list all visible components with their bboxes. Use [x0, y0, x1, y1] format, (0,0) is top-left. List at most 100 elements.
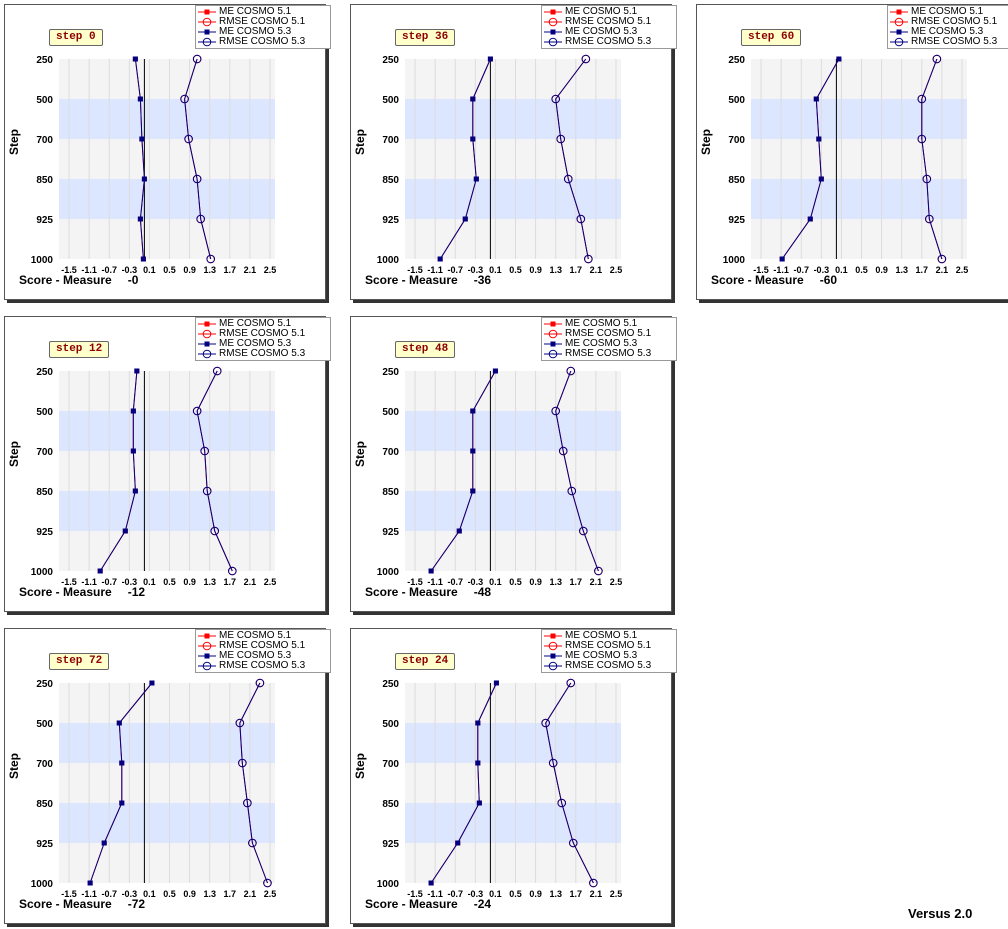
step-label: step 24: [395, 653, 456, 670]
y-tick-label: 850: [36, 799, 53, 810]
legend-marker-icon: [198, 349, 216, 359]
chart-svg: 250 500 700 850 925 1000 -1.5 -1.1 -0.7 -0.3 0.1 0.…: [377, 366, 622, 587]
x-tick-label: 2.1: [936, 265, 949, 275]
chart-panel: 250 500 700 850 925 1000 -1.5 -1.1 -0.7 -0.3 0.1 0.…: [350, 628, 677, 924]
x-tick-label: 1.3: [203, 577, 216, 587]
x-tick-label: -0.3: [468, 265, 484, 275]
y-tick-label: 925: [382, 839, 399, 850]
legend-label: RMSE COSMO 5.1: [565, 16, 652, 27]
x-tick-label: 0.5: [509, 265, 522, 275]
legend-symbol: [896, 29, 902, 35]
y-tick-label: 250: [382, 367, 399, 378]
legend-marker-icon: [544, 37, 562, 47]
x-axis-label: Score - Measure -12: [19, 585, 145, 599]
legend-symbol: [550, 321, 556, 327]
plot-background: [405, 59, 621, 259]
chart-panel: 250 500 700 850 925 1000 -1.5 -1.1 -0.7 -0.3 0.1 0.…: [696, 4, 1008, 300]
legend-item: ME COSMO 5.1: [544, 319, 674, 329]
data-point: [541, 718, 550, 728]
legend-marker-icon: [544, 17, 562, 27]
x-tick-label: 2.5: [264, 889, 277, 899]
legend-marker-icon: [544, 641, 562, 651]
step-label: step 48: [395, 341, 456, 358]
legend-label: RMSE COSMO 5.3: [219, 660, 306, 671]
plot-band: [59, 99, 275, 139]
y-tick-label: 250: [36, 679, 53, 690]
chart-panel: 250 500 700 850 925 1000 -1.5 -1.1 -0.7 -0.3 0.1 0.…: [350, 316, 677, 612]
y-tick-label: 1000: [31, 879, 54, 890]
x-tick-label: 0.9: [529, 889, 542, 899]
legend-marker-icon: [198, 9, 216, 15]
x-tick-label: -0.7: [101, 889, 117, 899]
legend-item: RMSE COSMO 5.1: [198, 17, 328, 27]
data-point: [566, 366, 576, 376]
data-point: [917, 94, 927, 104]
x-tick-label: 1.7: [570, 577, 583, 587]
legend-label: ME COSMO 5.1: [565, 318, 638, 329]
y-tick-label: 700: [382, 135, 399, 146]
chart-svg: 250 500 700 850 925 1000 -1.5 -1.1 -0.7 -0.3 0.1 0.…: [377, 54, 622, 275]
x-axis-label: Score - Measure -0: [19, 273, 138, 287]
data-point: [97, 568, 103, 574]
x-tick-label: -0.3: [468, 889, 484, 899]
legend-symbol: [204, 653, 210, 659]
data-point: [87, 880, 93, 886]
legend-item: RMSE COSMO 5.1: [544, 329, 674, 339]
step-label: step 0: [49, 29, 103, 46]
x-tick-label: -1.5: [407, 889, 423, 899]
legend-marker-icon: [198, 321, 216, 327]
data-point: [184, 134, 193, 144]
legend-marker-icon: [198, 653, 216, 659]
legend-symbol: [202, 641, 212, 651]
data-point: [132, 56, 138, 62]
y-tick-label: 700: [36, 135, 53, 146]
step-label: step 36: [395, 29, 456, 46]
chart-panel: 250 500 700 850 925 1000 -1.5 -1.1 -0.7 -0.3 0.1 0.…: [4, 628, 331, 924]
legend-symbol: [548, 17, 558, 27]
data-point: [493, 680, 499, 686]
legend-item: RMSE COSMO 5.3: [890, 37, 1008, 47]
y-tick-label: 500: [382, 95, 399, 106]
x-axis-title: Score - Measure: [365, 585, 458, 599]
series-line: [196, 370, 233, 572]
legend-marker-icon: [544, 633, 562, 639]
legend-label: RMSE COSMO 5.3: [911, 36, 998, 47]
legend-symbol: [202, 37, 212, 47]
plot-band: [405, 491, 621, 531]
legend-item: RMSE COSMO 5.1: [890, 17, 1008, 27]
x-tick-label: 0.5: [509, 889, 522, 899]
legend-marker-icon: [198, 661, 216, 671]
x-tick-label: 1.7: [224, 265, 237, 275]
plot-background: [59, 371, 275, 571]
data-point: [476, 800, 482, 806]
x-axis-title: Score - Measure: [19, 897, 112, 911]
x-tick-label: 0.9: [183, 265, 196, 275]
data-point: [470, 96, 476, 102]
legend-item: RMSE COSMO 5.3: [544, 349, 674, 359]
data-point: [589, 878, 598, 888]
x-tick-label: 0.5: [855, 265, 868, 275]
x-tick-label: -1.1: [81, 265, 97, 275]
x-tick-label: 2.5: [264, 577, 277, 587]
step-value: -36: [473, 273, 492, 287]
plot-background: [59, 683, 275, 883]
legend-item: ME COSMO 5.3: [198, 339, 328, 349]
data-point: [473, 176, 479, 182]
x-tick-label: 2.5: [610, 889, 623, 899]
legend-label: RMSE COSMO 5.3: [219, 36, 306, 47]
data-point: [462, 216, 468, 222]
legend-label: ME COSMO 5.3: [565, 26, 638, 37]
data-point: [132, 488, 138, 494]
data-point: [149, 680, 155, 686]
legend: ME COSMO 5.1 RMSE COSMO 5.1 ME COSMO 5.3 RM…: [195, 5, 331, 49]
legend: ME COSMO 5.1 RMSE COSMO 5.1 ME COSMO 5.3 RM…: [887, 5, 1008, 49]
legend-symbol: [550, 653, 556, 659]
data-point: [557, 798, 567, 808]
data-point: [816, 136, 822, 142]
step-label: step 72: [49, 653, 110, 670]
y-tick-label: 500: [382, 407, 399, 418]
x-tick-label: 1.3: [549, 889, 562, 899]
legend-symbol: [204, 9, 210, 15]
data-point: [134, 368, 140, 374]
chart-svg: 250 500 700 850 925 1000 -1.5 -1.1 -0.7 -0.3 0.1 0.…: [723, 54, 968, 275]
